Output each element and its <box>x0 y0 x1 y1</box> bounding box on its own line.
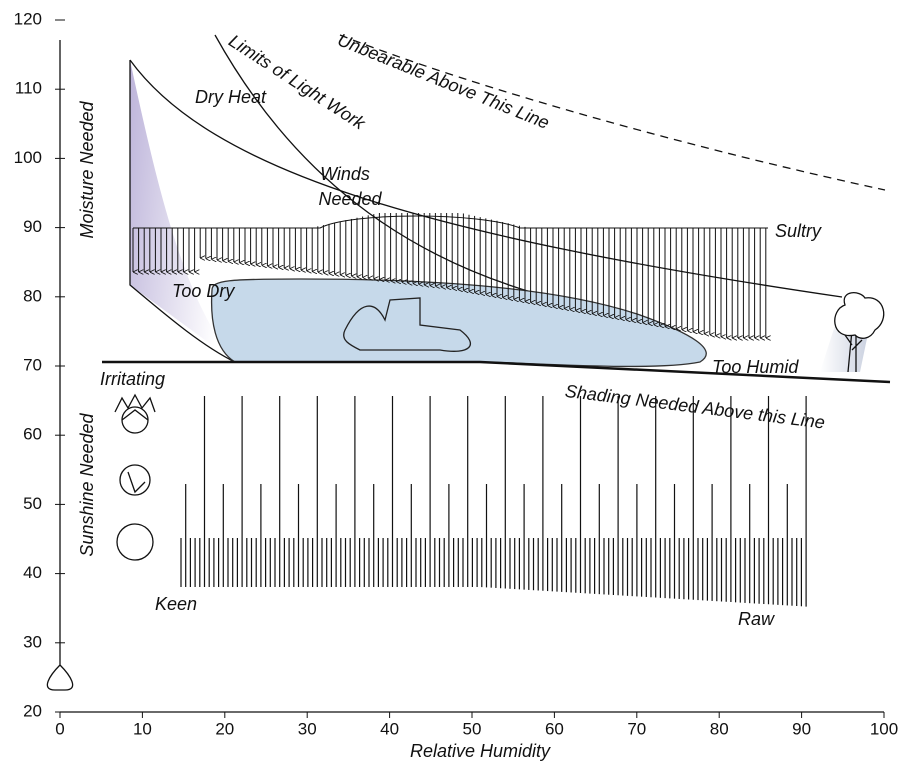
y-tick-label: 20 <box>23 701 42 720</box>
annotation: Shading Needed Above this Line <box>564 381 826 433</box>
y-tick-label: 70 <box>23 355 42 374</box>
x-tick-label: 10 <box>133 719 152 738</box>
y-tick-label: 100 <box>14 148 42 167</box>
x-tick-label: 50 <box>463 719 482 738</box>
x-tick-label: 80 <box>710 719 729 738</box>
sun-icons <box>115 395 155 560</box>
x-tick-label: 70 <box>627 719 646 738</box>
annotation: Sunshine Needed <box>77 412 97 556</box>
x-tick-label: 60 <box>545 719 564 738</box>
annotation: Keen <box>155 594 197 614</box>
annotation: Too Dry <box>172 281 235 301</box>
annotation: Dry Heat <box>195 87 267 107</box>
sunshine-lines <box>181 396 806 607</box>
x-tick-label: 20 <box>215 719 234 738</box>
annotation: Winds <box>320 164 370 184</box>
annotation: Moisture Needed <box>77 100 97 238</box>
x-tick-label: 90 <box>792 719 811 738</box>
y-tick-label: 80 <box>23 286 42 305</box>
annotation: Needed <box>318 189 382 209</box>
y-tick-label: 60 <box>23 425 42 444</box>
x-tick-label: 100 <box>870 719 898 738</box>
x-tick-label: 30 <box>298 719 317 738</box>
x-tick-label: 0 <box>55 719 64 738</box>
annotation: Irritating <box>100 369 165 389</box>
y-tick-label: 110 <box>15 79 42 98</box>
annotation: Sultry <box>775 221 822 241</box>
y-tick-label: 40 <box>23 563 42 582</box>
y-tick-label: 90 <box>23 217 42 236</box>
x-tick-label: 40 <box>380 719 399 738</box>
y-tick-label: 50 <box>23 494 42 513</box>
y-tick-label: 30 <box>23 632 42 651</box>
y-tick-label: 120 <box>14 9 42 28</box>
x-axis-label: Relative Humidity <box>410 741 551 761</box>
annotation: Too Humid <box>712 357 799 377</box>
annotation: Raw <box>738 609 775 629</box>
arrow-top <box>133 216 768 228</box>
chart: Relative Humidity 0 10 20 30 40 50 60 70 80 90 100… <box>0 0 906 770</box>
